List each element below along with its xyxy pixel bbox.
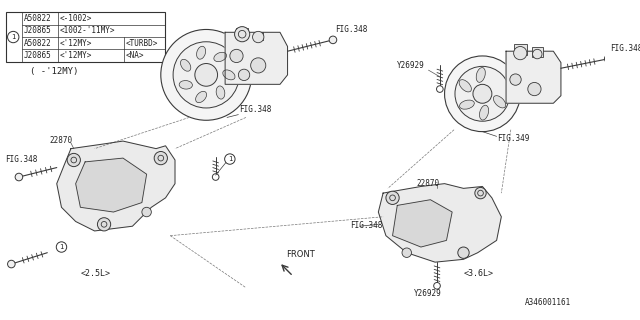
Circle shape <box>142 207 151 217</box>
Circle shape <box>238 69 250 81</box>
Text: <1002-'11MY>: <1002-'11MY> <box>60 26 115 36</box>
Text: Y26929: Y26929 <box>414 289 442 298</box>
Text: J20865: J20865 <box>24 51 51 60</box>
Circle shape <box>212 174 219 180</box>
Ellipse shape <box>196 91 207 103</box>
Polygon shape <box>57 141 175 231</box>
Text: 22870: 22870 <box>416 179 439 188</box>
Circle shape <box>458 247 469 258</box>
Text: <NA>: <NA> <box>126 51 144 60</box>
Text: FRONT: FRONT <box>285 250 314 259</box>
Ellipse shape <box>223 70 235 80</box>
Ellipse shape <box>460 100 474 109</box>
Text: FIG.348: FIG.348 <box>610 44 640 53</box>
Ellipse shape <box>179 81 193 89</box>
Ellipse shape <box>479 105 488 120</box>
Text: 1: 1 <box>228 156 232 162</box>
Polygon shape <box>76 158 147 212</box>
Circle shape <box>8 260 15 268</box>
Circle shape <box>604 55 612 63</box>
Circle shape <box>402 248 412 257</box>
Text: A346001161: A346001161 <box>525 298 572 307</box>
Circle shape <box>161 29 252 120</box>
Circle shape <box>445 56 520 132</box>
Text: <TURBD>: <TURBD> <box>126 39 158 48</box>
Ellipse shape <box>459 80 472 92</box>
Bar <box>6 12 164 62</box>
Bar <box>514 44 527 55</box>
Circle shape <box>436 86 443 92</box>
Text: 1: 1 <box>60 244 63 250</box>
Circle shape <box>15 173 22 181</box>
Circle shape <box>67 153 81 167</box>
Circle shape <box>173 42 239 108</box>
Text: FIG.348: FIG.348 <box>4 155 37 164</box>
Circle shape <box>253 31 264 43</box>
Circle shape <box>475 188 486 199</box>
Circle shape <box>455 66 510 121</box>
Circle shape <box>532 49 542 59</box>
Polygon shape <box>378 184 501 262</box>
Bar <box>253 32 263 40</box>
Text: <-1002>: <-1002> <box>60 14 92 23</box>
Circle shape <box>8 31 19 43</box>
Text: FIG.349: FIG.349 <box>497 134 530 143</box>
Polygon shape <box>225 32 287 84</box>
Text: FIG.348: FIG.348 <box>335 25 367 34</box>
Text: <2.5L>: <2.5L> <box>81 269 111 278</box>
Ellipse shape <box>476 68 485 82</box>
Circle shape <box>97 218 111 231</box>
Circle shape <box>473 84 492 103</box>
Text: ( -'12MY): ( -'12MY) <box>30 67 79 76</box>
Text: FIG.348: FIG.348 <box>239 105 272 114</box>
Circle shape <box>195 63 218 86</box>
Text: J20865: J20865 <box>24 26 51 36</box>
Circle shape <box>230 49 243 63</box>
Text: <'12MY>: <'12MY> <box>60 39 92 48</box>
Ellipse shape <box>493 96 506 108</box>
Circle shape <box>510 74 521 85</box>
Ellipse shape <box>216 86 225 99</box>
Ellipse shape <box>214 52 227 62</box>
Text: 1: 1 <box>11 34 15 40</box>
Bar <box>532 47 543 57</box>
Circle shape <box>528 83 541 96</box>
Circle shape <box>251 58 266 73</box>
Circle shape <box>514 46 527 60</box>
Bar <box>236 28 248 37</box>
Circle shape <box>56 242 67 252</box>
Circle shape <box>329 36 337 44</box>
Text: A50822: A50822 <box>24 14 51 23</box>
Text: A50822: A50822 <box>24 39 51 48</box>
Text: FIG.348: FIG.348 <box>350 221 382 230</box>
Text: <3.6L>: <3.6L> <box>463 269 493 278</box>
Circle shape <box>154 151 168 165</box>
Circle shape <box>434 283 440 289</box>
Ellipse shape <box>196 46 205 59</box>
Polygon shape <box>506 51 561 103</box>
Text: Y26929: Y26929 <box>397 61 425 70</box>
Circle shape <box>225 154 235 164</box>
Circle shape <box>386 191 399 204</box>
Polygon shape <box>392 200 452 247</box>
Circle shape <box>235 27 250 42</box>
Text: <'12MY>: <'12MY> <box>60 51 92 60</box>
Ellipse shape <box>180 59 191 71</box>
Text: 22870: 22870 <box>49 136 72 145</box>
